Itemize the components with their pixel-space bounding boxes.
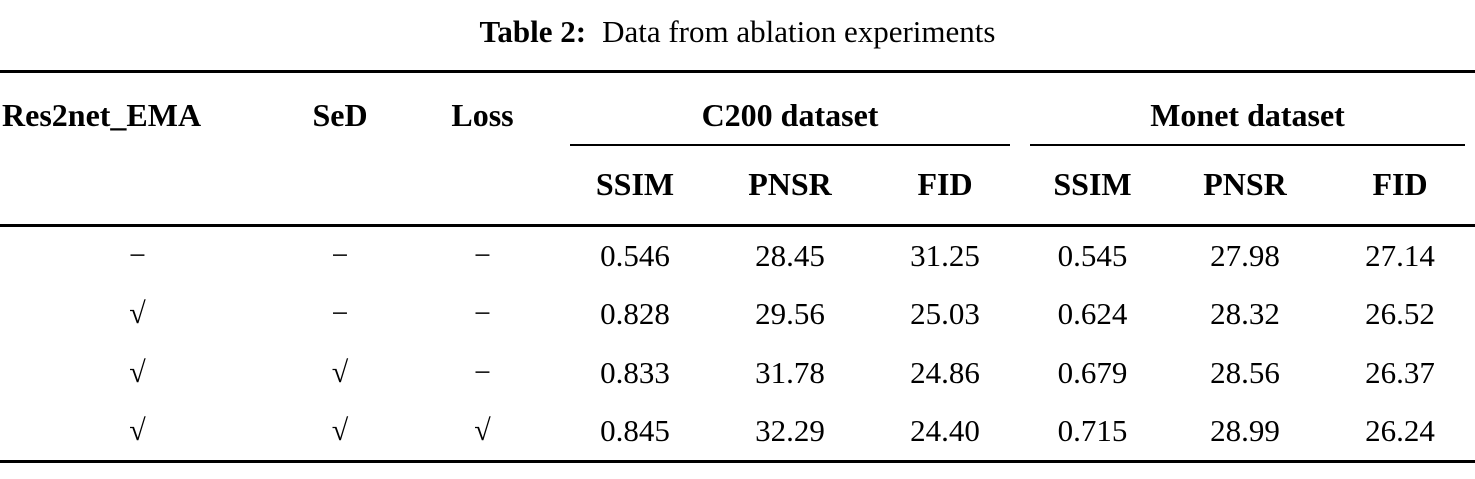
cell-res2net-ema: √ bbox=[129, 356, 146, 389]
subheader-c200-pnsr: PNSR bbox=[710, 145, 870, 227]
cell-sed: √ bbox=[331, 356, 349, 389]
group-header-c200: C200 dataset bbox=[560, 72, 1020, 146]
cell-sed: √ bbox=[331, 414, 349, 448]
cell-loss: √ bbox=[474, 414, 491, 448]
table-row: − − − 0.546 28.45 31.25 0.545 27.98 27.1… bbox=[0, 226, 1475, 285]
group-header-monet: Monet dataset bbox=[1020, 72, 1475, 146]
cell-c200-ssim: 0.828 bbox=[600, 296, 670, 331]
table-caption: Table 2: Data from ablation experiments bbox=[0, 0, 1475, 70]
cell-c200-fid: 31.25 bbox=[910, 237, 980, 273]
table-caption-label: Table 2: bbox=[479, 14, 587, 49]
cell-monet-ssim: 0.679 bbox=[1057, 355, 1128, 390]
cell-c200-ssim: 0.845 bbox=[600, 413, 670, 449]
cell-c200-ssim: 0.546 bbox=[600, 237, 670, 273]
spacer-cell bbox=[0, 145, 275, 227]
subheader-monet-fid: FID bbox=[1325, 145, 1475, 227]
cell-c200-fid: 24.40 bbox=[910, 413, 980, 449]
subheader-c200-fid: FID bbox=[870, 145, 1020, 227]
cell-monet-fid: 26.37 bbox=[1365, 355, 1435, 390]
subheader-c200-ssim: SSIM bbox=[560, 145, 710, 227]
col-header-res2net-ema: Res2net_EMA bbox=[2, 96, 202, 133]
cell-loss: − bbox=[474, 297, 491, 330]
cell-c200-fid: 24.86 bbox=[910, 355, 980, 390]
subheader-monet-ssim: SSIM bbox=[1020, 145, 1165, 227]
cell-res2net-ema: √ bbox=[129, 414, 146, 448]
cell-sed: − bbox=[331, 238, 349, 272]
cell-c200-pnsr: 28.45 bbox=[755, 237, 825, 273]
cell-monet-ssim: 0.545 bbox=[1057, 237, 1128, 273]
group-header-monet-label: Monet dataset bbox=[1030, 97, 1466, 146]
table-row: √ √ − 0.833 31.78 24.86 0.679 28.56 26.3… bbox=[0, 344, 1475, 403]
cell-monet-ssim: 0.624 bbox=[1057, 296, 1128, 331]
cell-loss: − bbox=[474, 356, 491, 389]
cell-monet-fid: 27.14 bbox=[1365, 237, 1435, 273]
table-caption-text: Data from ablation experiments bbox=[602, 14, 996, 49]
header-row-metrics: SSIM PNSR FID SSIM PNSR FID bbox=[0, 145, 1475, 227]
spacer-cell bbox=[275, 145, 405, 227]
table-row: √ √ √ 0.845 32.29 24.40 0.715 28.99 26.2… bbox=[0, 403, 1475, 462]
cell-c200-pnsr: 29.56 bbox=[755, 296, 825, 331]
cell-c200-ssim: 0.833 bbox=[600, 355, 670, 390]
group-header-c200-label: C200 dataset bbox=[570, 97, 1010, 146]
cell-sed: − bbox=[331, 297, 349, 330]
cell-c200-pnsr: 32.29 bbox=[755, 413, 825, 449]
cell-c200-pnsr: 31.78 bbox=[755, 355, 825, 390]
cell-monet-pnsr: 28.32 bbox=[1210, 296, 1280, 331]
header-row-groups: Res2net_EMA SeD Loss C200 dataset Monet … bbox=[0, 72, 1475, 146]
cell-c200-fid: 25.03 bbox=[910, 296, 980, 331]
cell-monet-fid: 26.24 bbox=[1365, 413, 1435, 449]
cell-monet-pnsr: 28.56 bbox=[1210, 355, 1280, 390]
col-header-sed: SeD bbox=[312, 96, 368, 133]
cell-monet-fid: 26.52 bbox=[1365, 296, 1435, 331]
table-row: √ − − 0.828 29.56 25.03 0.624 28.32 26.5… bbox=[0, 285, 1475, 344]
cell-monet-ssim: 0.715 bbox=[1057, 413, 1128, 449]
cell-res2net-ema: √ bbox=[129, 297, 146, 330]
cell-monet-pnsr: 27.98 bbox=[1210, 237, 1280, 273]
ablation-table: Res2net_EMA SeD Loss C200 dataset Monet … bbox=[0, 70, 1475, 463]
subheader-monet-pnsr: PNSR bbox=[1165, 145, 1325, 227]
col-header-loss: Loss bbox=[451, 96, 514, 133]
cell-monet-pnsr: 28.99 bbox=[1210, 413, 1280, 449]
spacer-cell bbox=[405, 145, 560, 227]
cell-res2net-ema: − bbox=[129, 238, 146, 272]
cell-loss: − bbox=[474, 238, 491, 272]
